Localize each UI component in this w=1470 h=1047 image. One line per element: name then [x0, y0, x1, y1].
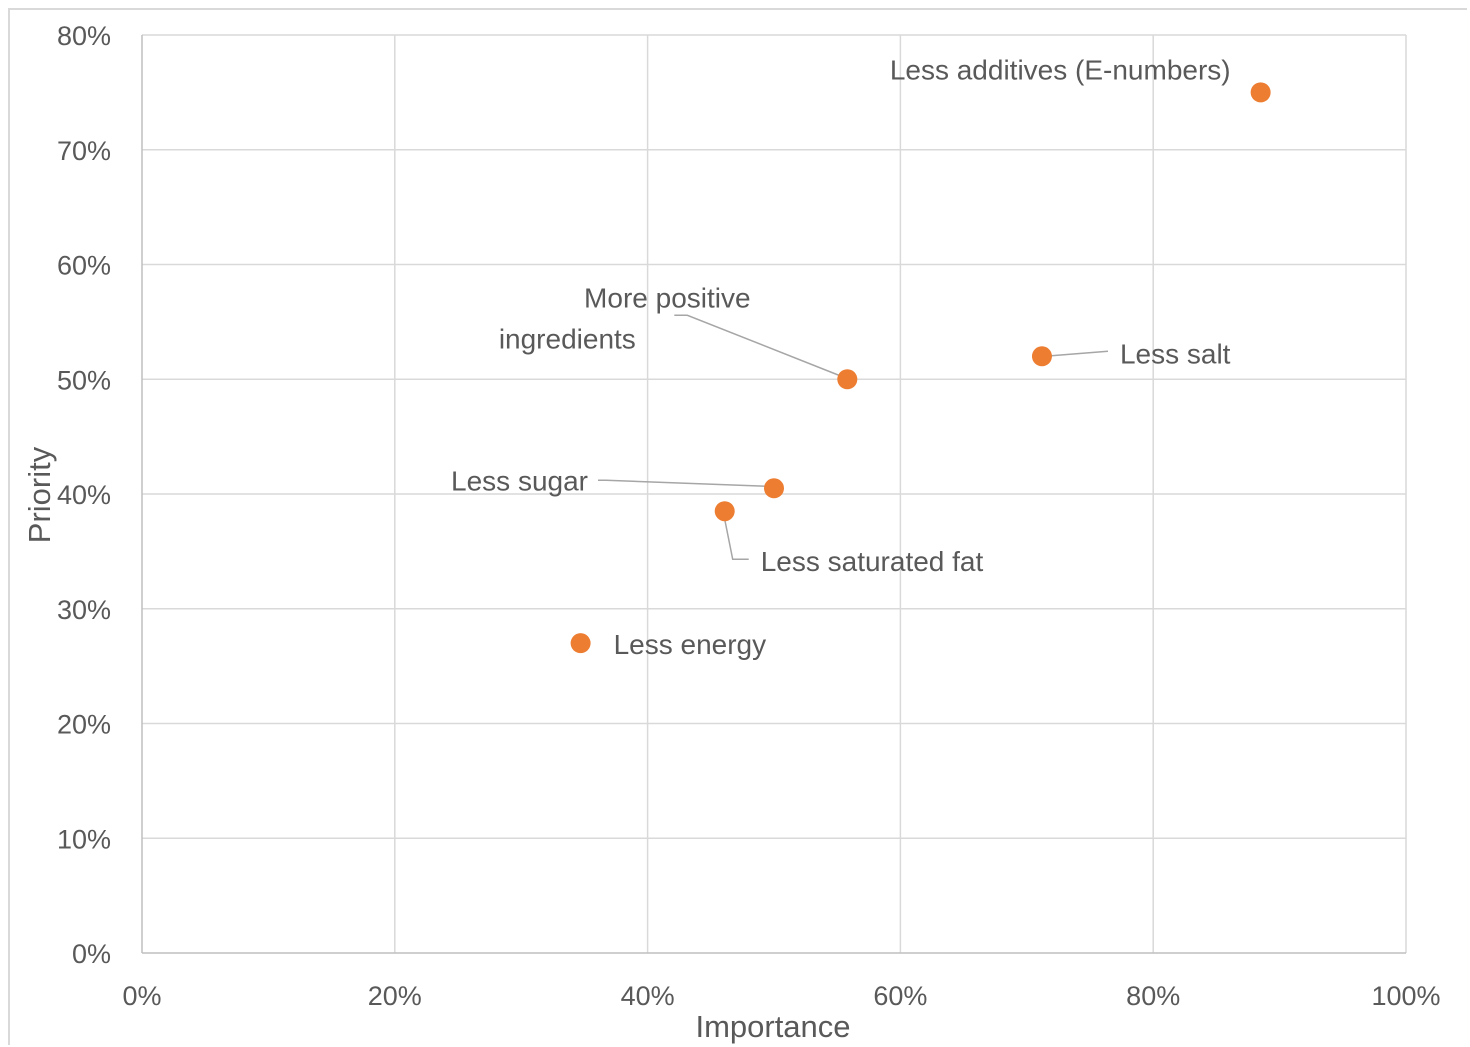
y-axis-title: Priority: [22, 446, 57, 543]
point-labels: Less additives (E-numbers) Less salt More …: [451, 54, 1231, 660]
y-tick-label: 80%: [57, 21, 111, 51]
axes: [141, 35, 1406, 954]
scatter-point: [764, 478, 784, 499]
y-tick-label: 10%: [57, 824, 111, 854]
chart-frame: [8, 8, 1467, 1045]
x-tick-label: 100%: [1371, 981, 1440, 1011]
y-tick-label: 60%: [57, 251, 111, 281]
point-label: Less energy: [614, 629, 767, 660]
x-axis-title: Importance: [695, 1009, 850, 1044]
y-tick-label: 50%: [57, 365, 111, 395]
y-tick-label: 40%: [57, 480, 111, 510]
leader-line: [598, 479, 767, 488]
tick-labels: 0% 20% 40% 60% 80% 100% 0% 10% 20% 30% 40% 50% 60% 70…: [57, 21, 1441, 1011]
point-label: More positive: [584, 282, 751, 313]
x-tick-label: 80%: [1126, 981, 1180, 1011]
y-tick-label: 0%: [72, 939, 111, 969]
scatter-point: [570, 633, 591, 654]
y-tick-label: 20%: [57, 710, 111, 740]
point-label: ingredients: [499, 323, 636, 354]
x-tick-label: 40%: [621, 981, 675, 1011]
scatter-point: [1250, 82, 1271, 103]
leader-line: [674, 314, 842, 377]
x-tick-label: 0%: [122, 981, 161, 1011]
leader-line: [723, 519, 749, 560]
x-tick-label: 20%: [368, 981, 422, 1011]
y-tick-label: 70%: [57, 136, 111, 166]
point-label: Less saturated fat: [761, 546, 984, 577]
data-points: [570, 82, 1271, 654]
gridlines: [142, 34, 1407, 953]
point-label: Less sugar: [451, 465, 588, 496]
y-tick-label: 30%: [57, 595, 111, 625]
point-label: Less additives (E-numbers): [890, 54, 1231, 85]
scatter-point: [714, 501, 735, 522]
leader-line: [1044, 350, 1109, 358]
scatter-point: [837, 369, 858, 390]
scatter-point: [1031, 346, 1052, 367]
x-tick-label: 60%: [873, 981, 927, 1011]
leader-lines: [598, 314, 1109, 560]
point-label: Less salt: [1120, 338, 1231, 369]
